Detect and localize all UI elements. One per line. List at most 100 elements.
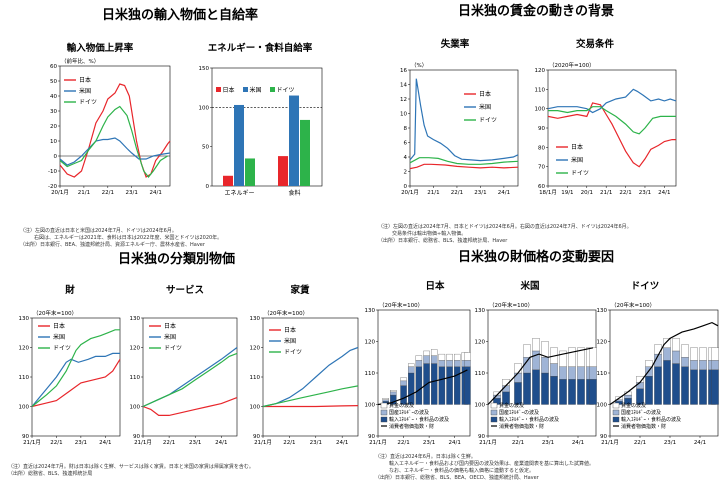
stacked-bar-import-energy-food — [400, 385, 407, 405]
series-line-rent-prices-germany — [262, 385, 359, 408]
y-tick-label-unemployment: 14 — [400, 83, 407, 89]
stacked-bar-import-energy-food — [431, 363, 438, 405]
series-line-unemployment-us — [409, 78, 519, 162]
legend-label-services-prices: 米国 — [164, 333, 176, 341]
legend-label-factor-germany: 消費者物価指数・財 — [621, 423, 666, 430]
series-line-unemployment-germany — [409, 157, 519, 165]
stacked-bar-wages — [431, 349, 438, 356]
x-tick-label-terms-of-trade: 23/1 — [639, 190, 651, 196]
unit-label-factor-japan: （20年末=100） — [379, 301, 423, 309]
y-tick-label-import-prices: 50 — [50, 79, 57, 85]
y-tick-label-unemployment: 12 — [400, 97, 407, 103]
legend-swatch-factor-us — [490, 402, 498, 409]
y-tick-label-self-sufficiency: 100 — [199, 105, 210, 111]
chart-title-factor-japan: 日本 — [425, 281, 445, 292]
y-tick-label-services-prices: 110 — [130, 375, 141, 381]
unit-label-factor-us: （20年末=100） — [489, 301, 533, 309]
bar-エネルギー-japan — [223, 175, 233, 186]
x-tick-label-unemployment: 23/1 — [474, 190, 486, 196]
legend-label-import-prices: ドイツ — [79, 99, 97, 106]
y-tick-label-goods-prices: 100 — [19, 405, 30, 411]
stacked-bar-domestic-energy — [672, 350, 680, 364]
cpi-goods-line-factor-us — [487, 347, 594, 405]
x-tick-label-import-prices: 22/1 — [102, 190, 114, 196]
stacked-bar-import-energy-food — [699, 369, 707, 405]
y-tick-label-factor-japan: 90 — [368, 434, 375, 440]
y-tick-label-import-prices: 10 — [50, 139, 57, 145]
cpi-goods-line-factor-japan — [377, 369, 468, 406]
stacked-bar-import-energy-food — [672, 363, 680, 405]
y-tick-label-unemployment: 2 — [404, 170, 408, 176]
chart-title-factor-us: 米国 — [520, 281, 540, 292]
stacked-bar-import-energy-food — [663, 360, 671, 405]
x-tick-label-factor-germany: 21/1月 — [601, 439, 619, 446]
x-tick-label-factor-germany: 23/1 — [664, 440, 676, 446]
stacked-bar-wages — [577, 347, 585, 367]
x-tick-label-import-prices: 24/1 — [149, 190, 161, 196]
legend-label-factor-germany: 国産ｴﾈﾙｷﾞｰの波及 — [621, 409, 661, 416]
y-tick-label-rent-prices: 90 — [253, 434, 260, 440]
stacked-bar-domestic-energy — [390, 391, 397, 396]
unit-label-terms-of-trade: （2020年=100） — [549, 61, 595, 69]
plot-frame-terms-of-trade — [547, 69, 677, 187]
chart-title-import-prices: 輸入物価上昇率 — [66, 43, 134, 54]
stacked-bar-import-energy-food — [415, 366, 423, 405]
y-tick-label-goods-prices: 120 — [19, 346, 30, 352]
section-title-imports: 日米独の輸入物価と自給率 — [102, 8, 259, 23]
y-tick-label-unemployment: 16 — [400, 68, 407, 74]
stacked-bar-import-energy-food — [408, 372, 415, 405]
stacked-bar-wages — [408, 363, 415, 367]
stacked-bar-domestic-energy — [568, 366, 576, 380]
plot-frame-goods-prices — [31, 317, 121, 437]
stacked-bar-domestic-energy — [438, 360, 446, 367]
legend-label-services-prices: ドイツ — [164, 345, 182, 352]
series-line-import-prices-us — [59, 137, 171, 166]
stacked-bar-domestic-energy — [446, 360, 453, 367]
series-line-rent-prices-us — [262, 346, 359, 408]
legend-label-self-sufficiency: ドイツ — [277, 87, 295, 94]
series-line-services-prices-us — [142, 347, 238, 408]
legend-swatch-factor-germany — [612, 416, 620, 423]
legend-label-self-sufficiency: 日本 — [223, 86, 235, 94]
bar-エネルギー-us — [234, 104, 244, 186]
stacked-bar-import-energy-food — [681, 366, 689, 405]
stacked-bar-domestic-energy — [415, 360, 423, 367]
x-tick-label-factor-japan: 22/1 — [397, 440, 409, 446]
stacked-bar-import-energy-food — [523, 372, 531, 405]
y-tick-label-services-prices: 120 — [130, 346, 141, 352]
series-line-unemployment-japan — [409, 163, 519, 170]
stacked-bar-import-energy-food — [464, 366, 471, 405]
legend-label-terms-of-trade: 米国 — [571, 156, 583, 164]
x-tick-label-rent-prices: 21/1月 — [254, 439, 272, 446]
stacked-bar-import-energy-food — [645, 375, 653, 405]
y-tick-label-factor-us: 110 — [475, 371, 486, 377]
series-line-import-prices-japan — [59, 83, 171, 178]
x-tick-label-goods-prices: 24/1 — [99, 440, 111, 446]
y-tick-label-terms-of-trade: 70 — [538, 165, 545, 171]
y-tick-label-rent-prices: 100 — [250, 405, 261, 411]
y-tick-label-unemployment: 6 — [404, 141, 408, 147]
chart-title-goods: 財 — [65, 285, 75, 296]
stacked-bar-domestic-energy — [636, 382, 644, 389]
note-goods: （注）直近は2024年6月。日本は除く生鮮。 輸入エネルギー・食料品および国内要因… — [375, 454, 595, 481]
legend-label-unemployment: 日本 — [479, 90, 491, 98]
x-tick-label-rent-prices: 22/1 — [283, 440, 295, 446]
y-tick-label-import-prices: 0 — [54, 154, 58, 160]
x-tick-label-factor-us: 24/1 — [572, 440, 584, 446]
x-tick-label-services-prices: 24/1 — [215, 440, 227, 446]
legend-swatch-self-sufficiency — [243, 87, 248, 92]
x-tick-label-goods-prices: 21/1月 — [23, 439, 41, 446]
y-tick-label-import-prices: 30 — [50, 109, 57, 115]
y-tick-label-factor-us: 130 — [475, 308, 486, 314]
stacked-bar-import-energy-food — [454, 366, 461, 405]
stacked-bar-domestic-energy — [690, 360, 698, 370]
legend-label-rent-prices: 米国 — [284, 337, 296, 345]
legend-label-self-sufficiency: 米国 — [250, 86, 262, 94]
chart-title-factor-germany: ドイツ — [630, 281, 660, 292]
stacked-bar-domestic-energy — [514, 372, 522, 383]
y-tick-label-terms-of-trade: 90 — [538, 126, 545, 132]
stacked-bar-domestic-energy — [681, 357, 689, 367]
x-tick-label-terms-of-trade: 18/1月 — [539, 189, 557, 196]
unit-label-goods-prices: （20年末=100） — [33, 309, 77, 317]
